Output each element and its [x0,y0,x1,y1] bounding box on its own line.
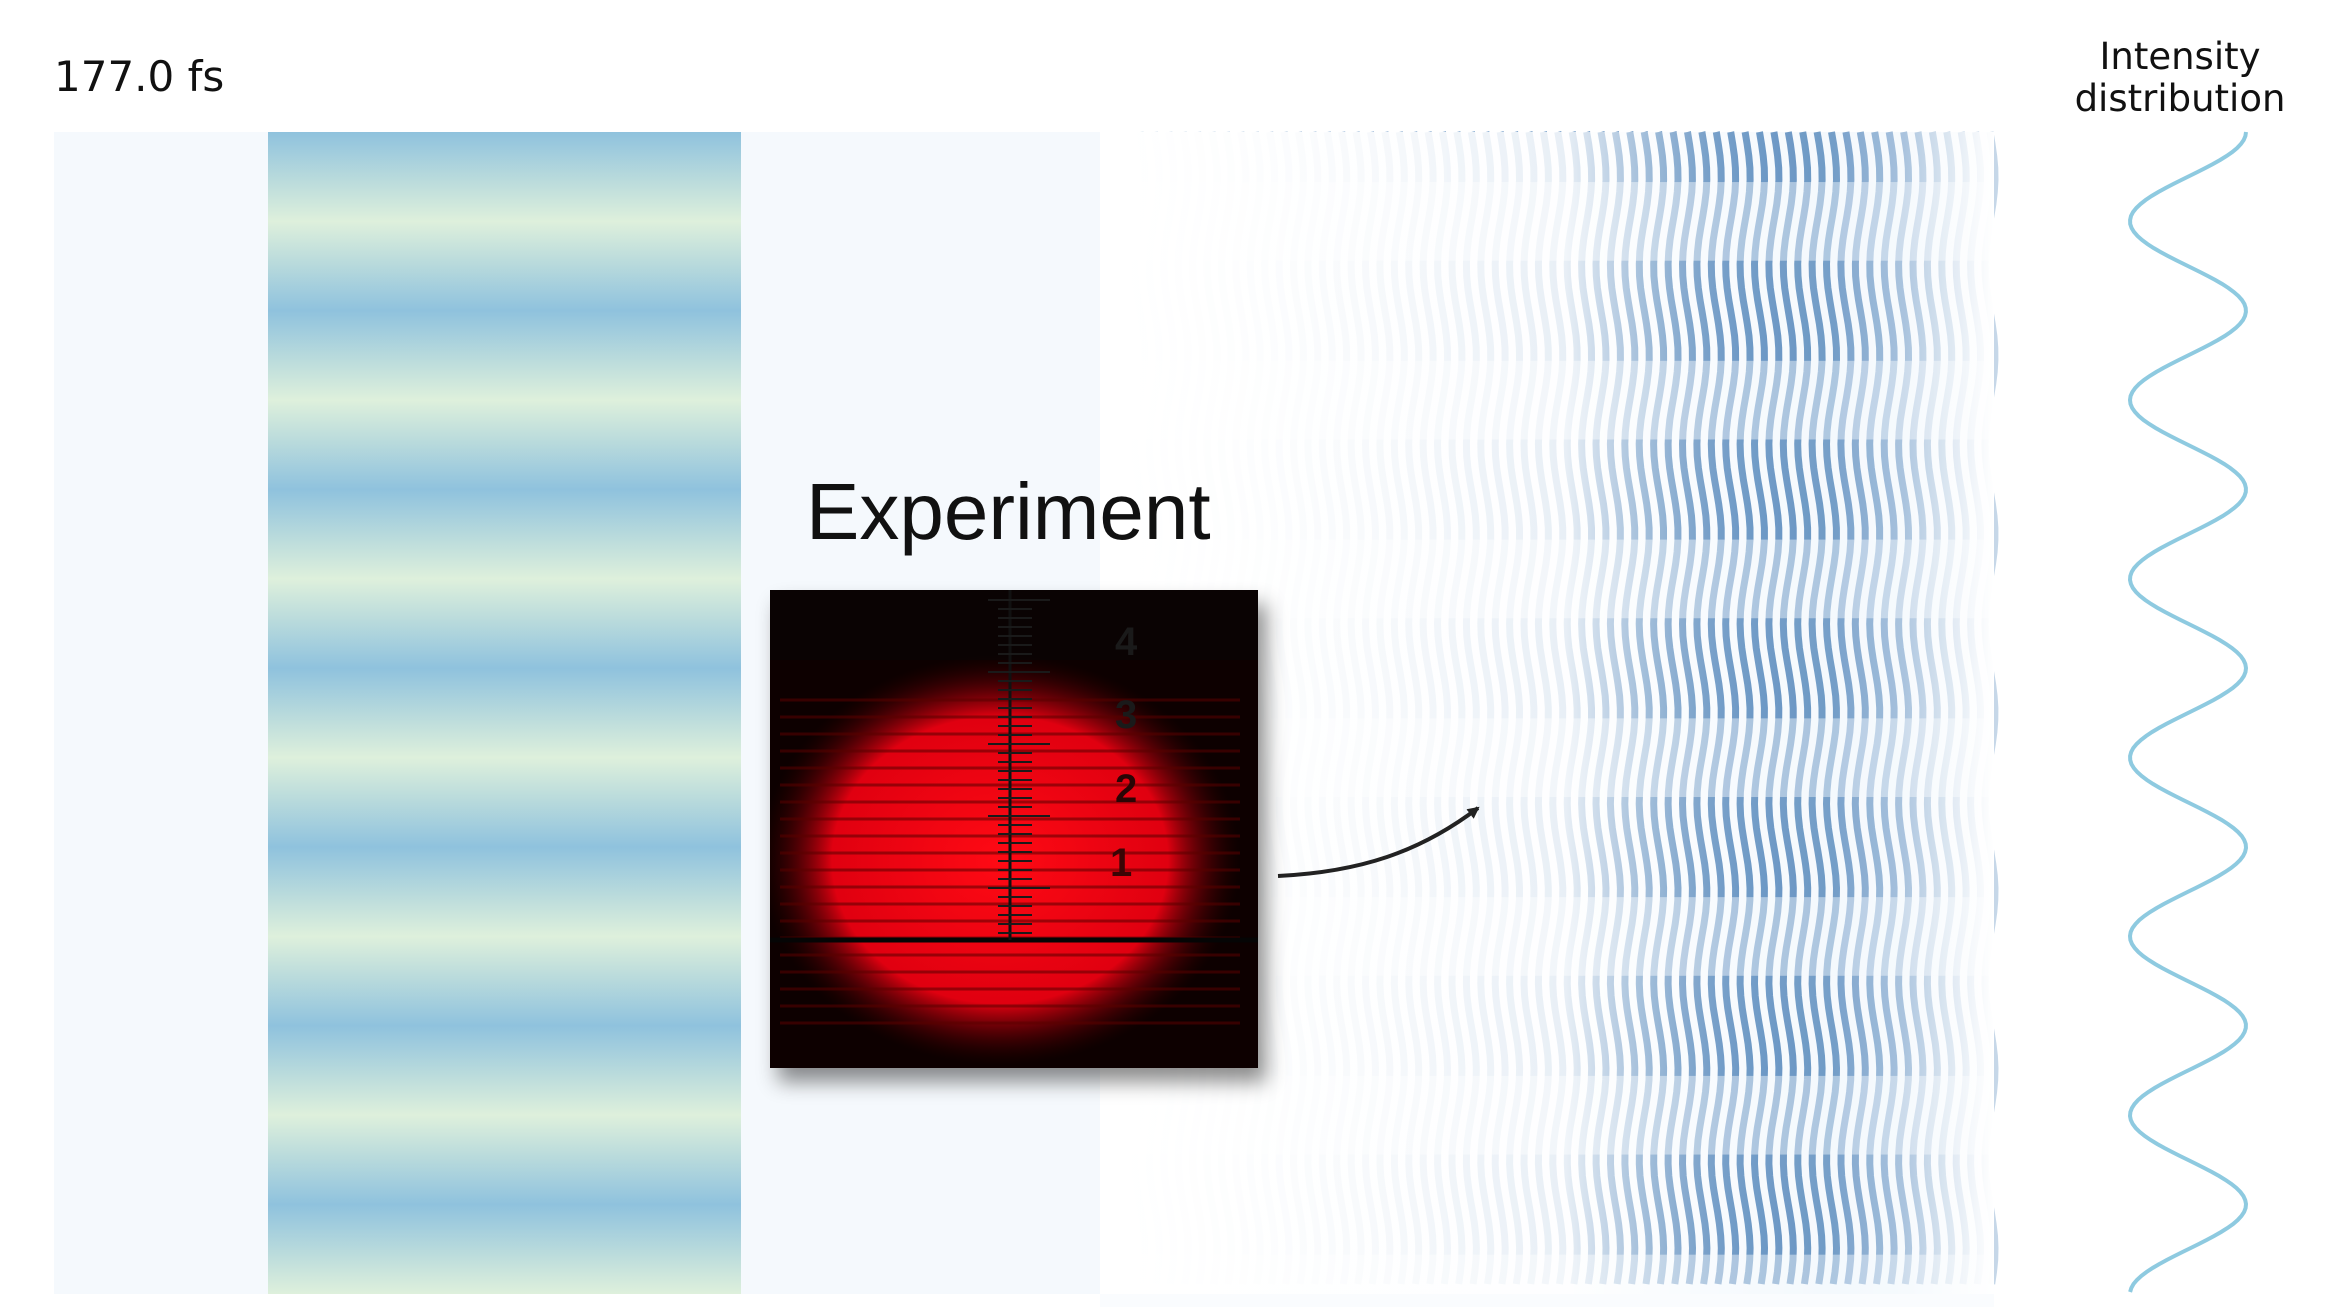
experiment-photo: 4 3 2 1 [770,590,1258,1065]
scale-tick-3: 3 [1115,693,1137,737]
intensity-title: Intensity distribution [2055,36,2305,120]
reticle-ticks [988,599,1050,934]
scale-tick-4: 4 [1115,620,1138,664]
photo-dark-corner [770,590,1258,660]
arrow-icon [1277,806,1480,878]
intensity-title-line2: distribution [2074,77,2286,120]
scale-tick-1: 1 [1110,841,1132,885]
intensity-title-line1: Intensity [2099,35,2261,78]
scale-tick-2: 2 [1115,767,1137,811]
time-label: 177.0 fs [54,52,225,101]
intensity-distribution-curve [2127,131,2249,1293]
grating-band [268,132,741,1294]
experiment-title: Experiment [806,467,1211,556]
